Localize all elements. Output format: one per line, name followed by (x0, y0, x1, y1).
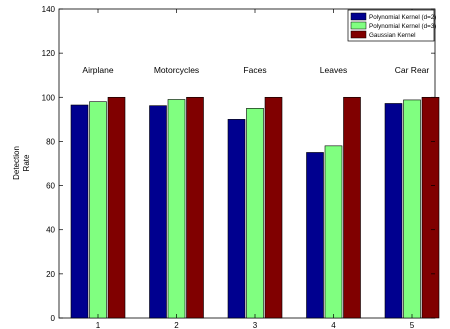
bar-1-2 (149, 105, 167, 319)
y-tick-label: 0 (51, 314, 56, 323)
bar-3-3 (264, 96, 283, 319)
x-tick-label: 5 (410, 321, 415, 329)
x-tick-label: 4 (331, 321, 336, 329)
bar-1-4 (306, 152, 324, 319)
y-tick-label: 80 (46, 137, 55, 146)
y-tick-label: 100 (42, 93, 56, 102)
bar-3-4 (343, 96, 361, 319)
x-tick-label: 1 (96, 321, 101, 329)
bar-3-5 (421, 96, 440, 319)
y-axis-label-line-1: Detection (12, 146, 21, 180)
bar-2-1 (89, 101, 107, 319)
bar-3-1 (107, 96, 126, 319)
legend-label-1: Polynomial Kernel (d=2) (369, 14, 436, 21)
category-annotation: Leaves (320, 65, 347, 75)
y-axis: 0 20 40 60 80 100 120 140 (42, 5, 435, 323)
y-tick-label: 20 (46, 270, 55, 279)
bar-2-2 (167, 99, 186, 319)
bar-2-3 (246, 108, 264, 319)
bar-2-4 (324, 145, 343, 319)
legend-swatch-1 (350, 12, 367, 21)
category-annotation: Car Rear (395, 65, 430, 75)
x-tick-label: 3 (253, 321, 258, 329)
category-annotation: Airplane (82, 65, 113, 75)
bar-3-2 (186, 96, 204, 319)
bar-2-5 (403, 99, 421, 319)
y-tick-label: 60 (46, 182, 55, 191)
bars-layer (70, 96, 440, 319)
x-tick-label: 2 (174, 321, 179, 329)
legend-swatch-3 (350, 30, 367, 39)
category-annotations: Airplane Motorcycles Faces Leaves Car Rear (82, 65, 429, 75)
category-annotation: Motorcycles (154, 65, 199, 75)
y-tick-label: 40 (46, 226, 55, 235)
category-annotation: Faces (243, 65, 266, 75)
legend: Polynomial Kernel (d=2) Polynomial Kernel… (347, 9, 436, 42)
y-tick-label: 140 (42, 5, 56, 14)
y-axis-label-line-2: Rate (22, 154, 31, 171)
legend-swatch-2 (350, 21, 367, 30)
bar-1-3 (227, 119, 246, 319)
y-tick-label: 120 (42, 49, 56, 58)
legend-label-3: Gaussian Kernel (369, 32, 416, 39)
bar-1-1 (70, 104, 89, 319)
bar-1-5 (384, 103, 403, 319)
legend-label-2: Polynomial Kernel (d=3) (369, 23, 436, 30)
